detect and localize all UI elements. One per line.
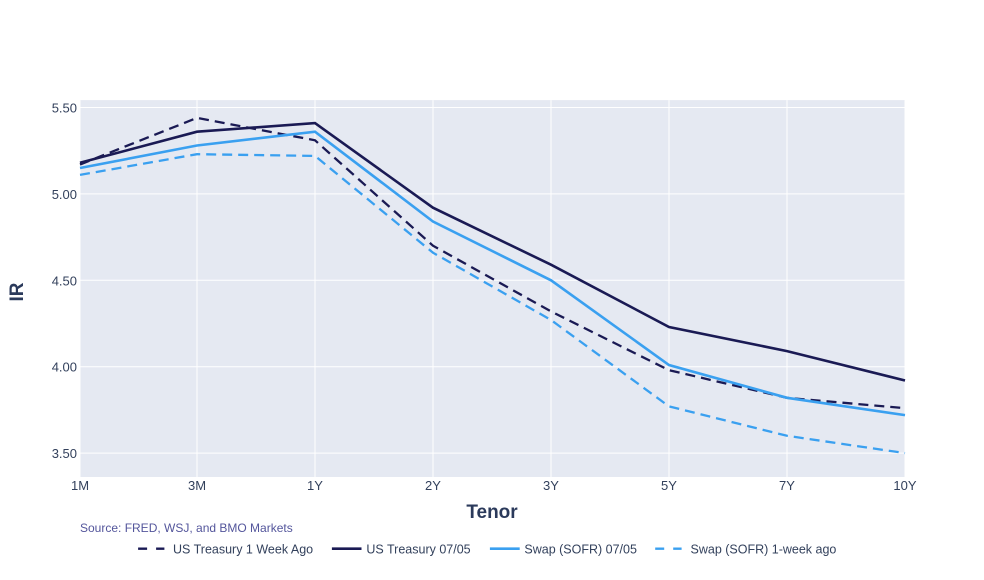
svg-text:US Treasury 07/05: US Treasury 07/05 xyxy=(366,542,470,556)
svg-text:Source: FRED, WSJ, and BMO Mar: Source: FRED, WSJ, and BMO Markets xyxy=(80,521,293,535)
svg-text:2Y: 2Y xyxy=(425,478,441,493)
svg-text:3.50: 3.50 xyxy=(52,446,77,461)
svg-text:Swap (SOFR) 07/05: Swap (SOFR) 07/05 xyxy=(524,542,637,556)
svg-text:5.00: 5.00 xyxy=(52,187,77,202)
svg-text:IR: IR xyxy=(7,282,28,301)
svg-text:3Y: 3Y xyxy=(543,478,559,493)
svg-text:Swap (SOFR) 1-week ago: Swap (SOFR) 1-week ago xyxy=(691,542,837,556)
svg-text:4.50: 4.50 xyxy=(52,273,77,288)
svg-text:1Y: 1Y xyxy=(307,478,323,493)
svg-text:3M: 3M xyxy=(188,478,206,493)
svg-text:Tenor: Tenor xyxy=(466,502,518,523)
svg-text:7Y: 7Y xyxy=(779,478,795,493)
svg-text:4.00: 4.00 xyxy=(52,360,77,375)
svg-text:1M: 1M xyxy=(71,478,89,493)
svg-text:5Y: 5Y xyxy=(661,478,677,493)
svg-text:US Treasury 1 Week Ago: US Treasury 1 Week Ago xyxy=(173,542,313,556)
svg-text:5.50: 5.50 xyxy=(52,101,77,116)
svg-text:10Y: 10Y xyxy=(893,478,916,493)
